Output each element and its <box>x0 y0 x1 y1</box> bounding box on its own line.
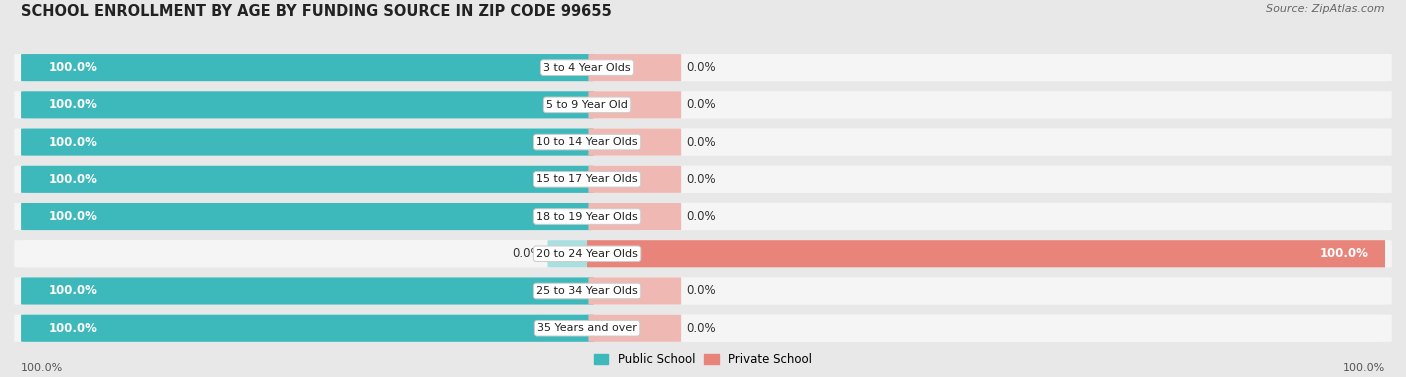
Text: Source: ZipAtlas.com: Source: ZipAtlas.com <box>1267 4 1385 14</box>
Text: 100.0%: 100.0% <box>48 210 97 223</box>
FancyBboxPatch shape <box>14 277 1392 305</box>
FancyBboxPatch shape <box>21 315 593 342</box>
Text: 0.0%: 0.0% <box>686 136 716 149</box>
FancyBboxPatch shape <box>589 129 681 156</box>
FancyBboxPatch shape <box>14 314 1392 342</box>
FancyBboxPatch shape <box>14 91 1392 118</box>
Text: 100.0%: 100.0% <box>1320 247 1368 260</box>
FancyBboxPatch shape <box>14 54 1392 81</box>
Text: 100.0%: 100.0% <box>21 363 63 372</box>
Text: 0.0%: 0.0% <box>686 173 716 186</box>
Text: SCHOOL ENROLLMENT BY AGE BY FUNDING SOURCE IN ZIP CODE 99655: SCHOOL ENROLLMENT BY AGE BY FUNDING SOUR… <box>21 4 612 19</box>
Text: 20 to 24 Year Olds: 20 to 24 Year Olds <box>536 249 638 259</box>
Legend: Public School, Private School: Public School, Private School <box>589 349 817 371</box>
FancyBboxPatch shape <box>21 129 593 156</box>
Text: 100.0%: 100.0% <box>48 98 97 111</box>
Text: 100.0%: 100.0% <box>1343 363 1385 372</box>
FancyBboxPatch shape <box>21 54 593 81</box>
Text: 5 to 9 Year Old: 5 to 9 Year Old <box>546 100 628 110</box>
Text: 10 to 14 Year Olds: 10 to 14 Year Olds <box>536 137 638 147</box>
FancyBboxPatch shape <box>14 203 1392 230</box>
Text: 100.0%: 100.0% <box>48 285 97 297</box>
Text: 0.0%: 0.0% <box>512 247 543 260</box>
FancyBboxPatch shape <box>14 240 1392 267</box>
Text: 15 to 17 Year Olds: 15 to 17 Year Olds <box>536 174 638 184</box>
Text: 100.0%: 100.0% <box>48 173 97 186</box>
FancyBboxPatch shape <box>589 54 681 81</box>
Text: 0.0%: 0.0% <box>686 285 716 297</box>
FancyBboxPatch shape <box>589 203 681 230</box>
Text: 0.0%: 0.0% <box>686 61 716 74</box>
Text: 100.0%: 100.0% <box>48 61 97 74</box>
FancyBboxPatch shape <box>14 166 1392 193</box>
FancyBboxPatch shape <box>589 315 681 342</box>
FancyBboxPatch shape <box>589 91 681 118</box>
Text: 25 to 34 Year Olds: 25 to 34 Year Olds <box>536 286 638 296</box>
FancyBboxPatch shape <box>14 129 1392 156</box>
FancyBboxPatch shape <box>21 91 593 118</box>
Text: 100.0%: 100.0% <box>48 322 97 335</box>
FancyBboxPatch shape <box>21 203 593 230</box>
Text: 0.0%: 0.0% <box>686 98 716 111</box>
Text: 0.0%: 0.0% <box>686 322 716 335</box>
FancyBboxPatch shape <box>547 240 592 267</box>
Text: 100.0%: 100.0% <box>48 136 97 149</box>
Text: 0.0%: 0.0% <box>686 210 716 223</box>
Text: 18 to 19 Year Olds: 18 to 19 Year Olds <box>536 211 638 222</box>
Text: 35 Years and over: 35 Years and over <box>537 323 637 333</box>
FancyBboxPatch shape <box>21 277 593 305</box>
FancyBboxPatch shape <box>589 277 681 305</box>
Text: 3 to 4 Year Olds: 3 to 4 Year Olds <box>543 63 631 73</box>
FancyBboxPatch shape <box>588 240 1392 267</box>
FancyBboxPatch shape <box>589 166 681 193</box>
FancyBboxPatch shape <box>21 166 593 193</box>
